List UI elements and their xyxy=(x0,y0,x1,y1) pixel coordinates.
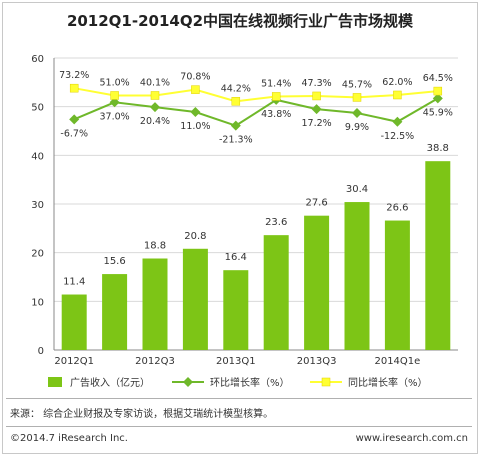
legend-swatch-marker xyxy=(183,377,193,387)
point-value-label: 70.8% xyxy=(180,72,210,83)
bar xyxy=(425,161,451,350)
point-value-label: 11.0% xyxy=(180,121,210,132)
x-tick-label: 2012Q1 xyxy=(54,356,94,367)
point-value-label: 44.2% xyxy=(221,83,251,94)
bar-value-label: 20.8 xyxy=(184,231,206,242)
x-tick-label: 2013Q3 xyxy=(297,356,337,367)
data-point xyxy=(191,85,200,94)
point-value-label: 45.7% xyxy=(342,79,372,90)
data-point xyxy=(392,116,403,127)
legend-label: 广告收入（亿元） xyxy=(70,376,150,389)
point-value-label: 20.4% xyxy=(140,116,170,127)
bar xyxy=(384,220,410,350)
point-value-label: 51.0% xyxy=(100,77,130,88)
x-tick-label: 2013Q1 xyxy=(216,356,256,367)
bar-value-label: 26.6 xyxy=(386,203,408,214)
y-tick-label: 60 xyxy=(31,54,44,65)
legend-swatch-marker xyxy=(321,377,331,387)
data-point xyxy=(312,91,321,101)
bar-value-label: 38.8 xyxy=(427,143,449,154)
series-line xyxy=(73,97,439,127)
point-value-label: -21.3% xyxy=(219,135,253,146)
point-value-label: 17.2% xyxy=(302,118,332,129)
legend-swatch-bar xyxy=(48,377,62,387)
point-value-label: 37.0% xyxy=(100,111,130,122)
data-point xyxy=(432,93,443,104)
copyright-text: ©2014.7 iResearch Inc. xyxy=(10,433,128,444)
legend-label: 同比增长率（%） xyxy=(348,376,428,389)
data-point xyxy=(69,83,79,93)
bar-value-label: 30.4 xyxy=(346,184,368,195)
data-point xyxy=(230,120,241,131)
y-tick-label: 40 xyxy=(31,151,44,162)
source-note: 来源： 综合企业财报及专家访谈，根据艾瑞统计模型核算。 xyxy=(10,409,274,420)
y-tick-label: 0 xyxy=(38,346,44,357)
bar-value-label: 23.6 xyxy=(265,217,287,228)
point-value-label: 51.4% xyxy=(261,78,291,89)
point-value-label: 9.9% xyxy=(345,122,369,133)
bar xyxy=(304,215,330,350)
bar xyxy=(263,235,289,350)
data-point xyxy=(150,91,160,100)
bar xyxy=(182,248,208,350)
series-line xyxy=(74,87,438,103)
data-point xyxy=(352,107,362,118)
data-point xyxy=(271,92,281,101)
data-point xyxy=(311,104,322,115)
website-text: www.iresearch.com.cn xyxy=(355,433,468,444)
y-tick-label: 50 xyxy=(31,103,44,114)
point-value-label: 62.0% xyxy=(382,77,412,88)
point-value-label: 43.8% xyxy=(261,109,291,120)
data-point xyxy=(109,97,120,108)
point-value-label: 40.1% xyxy=(140,77,170,88)
bar xyxy=(61,294,87,350)
bar-value-label: 11.4 xyxy=(63,277,85,288)
y-tick-label: 30 xyxy=(31,200,44,211)
data-point xyxy=(110,91,119,100)
point-value-label: 73.2% xyxy=(59,70,89,81)
data-point xyxy=(393,90,402,100)
legend-divider xyxy=(6,398,472,399)
bar xyxy=(344,202,370,350)
x-tick-label: 2014Q1e xyxy=(374,356,420,367)
bar-value-label: 18.8 xyxy=(144,241,166,252)
data-point xyxy=(190,107,201,118)
bar xyxy=(223,270,249,350)
bar xyxy=(142,258,168,350)
data-point xyxy=(352,93,362,102)
chart-title: 2012Q1-2014Q2中国在线视频行业广告市场规模 xyxy=(66,12,414,30)
bar-value-label: 27.6 xyxy=(305,198,327,209)
legend-label: 环比增长率（%） xyxy=(210,376,290,389)
bar-value-label: 16.4 xyxy=(225,252,247,263)
y-tick-label: 20 xyxy=(31,249,44,260)
point-value-label: 47.3% xyxy=(302,78,332,89)
point-value-label: -6.7% xyxy=(60,128,88,139)
data-point xyxy=(150,102,160,113)
footer-divider xyxy=(6,426,472,427)
data-point xyxy=(69,114,80,125)
bar-value-label: 15.6 xyxy=(103,256,125,267)
data-point xyxy=(433,86,443,96)
data-point xyxy=(231,97,241,106)
point-value-label: 45.9% xyxy=(423,107,453,118)
bar xyxy=(102,274,128,350)
chart-canvas: 0 10 20 30 40 50 60 11.4 15.6 18.8 20.8 16.4 23.6 27.… xyxy=(31,54,458,389)
point-value-label: 64.5% xyxy=(423,73,453,84)
x-tick-label: 2012Q3 xyxy=(135,356,175,367)
y-tick-label: 10 xyxy=(31,297,44,308)
point-value-label: -12.5% xyxy=(381,131,415,142)
